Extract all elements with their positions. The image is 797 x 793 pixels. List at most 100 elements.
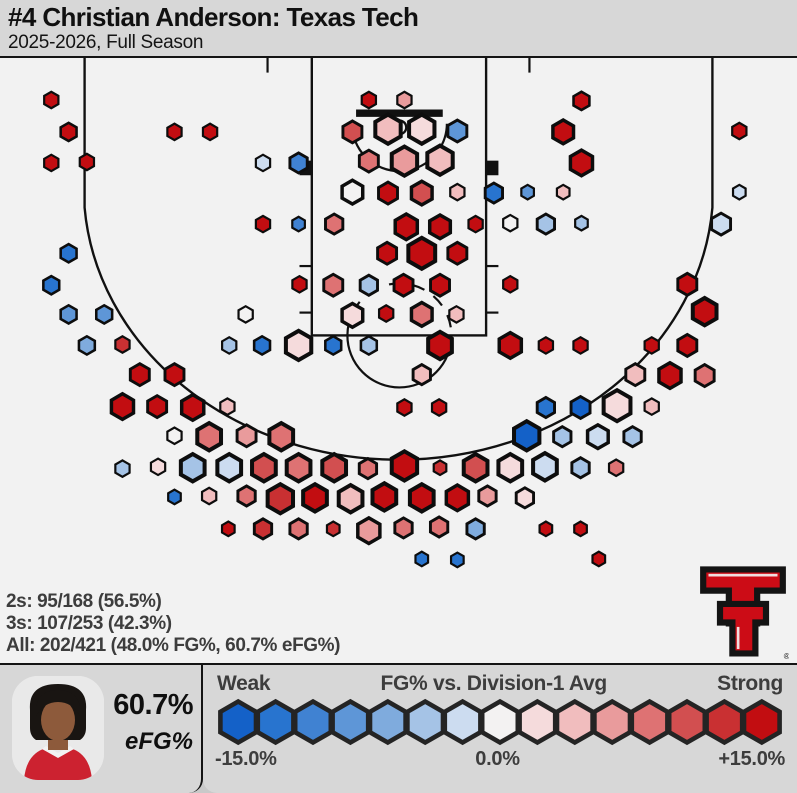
shot-hex bbox=[446, 118, 469, 144]
shot-hex bbox=[538, 520, 554, 538]
shot-hex bbox=[676, 332, 699, 359]
shot-hex bbox=[432, 459, 448, 477]
shot-hex bbox=[426, 329, 454, 362]
shot-hex bbox=[448, 304, 465, 324]
shot-hex bbox=[512, 418, 542, 453]
shot-hex bbox=[252, 334, 272, 357]
legend-hex bbox=[704, 698, 745, 746]
shot-hex bbox=[114, 335, 131, 355]
legend-hex bbox=[629, 698, 670, 746]
shot-hex bbox=[301, 481, 329, 514]
player-panel: 60.7% eFG% bbox=[0, 665, 203, 793]
shot-hex bbox=[149, 457, 167, 477]
shot-hex bbox=[591, 550, 607, 568]
legend-hex bbox=[442, 698, 483, 746]
legend-hex bbox=[517, 698, 558, 746]
shot-hex bbox=[535, 395, 557, 420]
summary-3pt: 3s: 107/253 (42.3%) bbox=[6, 613, 172, 634]
shot-hex bbox=[114, 459, 131, 479]
shot-hex bbox=[219, 397, 236, 417]
legend-hex bbox=[479, 698, 521, 746]
shot-hex bbox=[396, 398, 413, 417]
shot-hex bbox=[643, 335, 660, 355]
shot-hex bbox=[624, 362, 647, 388]
shot-hex bbox=[407, 112, 437, 147]
shot-hex bbox=[601, 387, 633, 424]
shot-hex bbox=[676, 271, 699, 297]
shot-hex bbox=[291, 215, 306, 233]
footer: 60.7% eFG% Weak FG% vs. Division-1 Avg S… bbox=[0, 665, 797, 793]
shot-hex bbox=[429, 272, 451, 298]
shot-hex bbox=[406, 235, 438, 272]
shot-hex bbox=[428, 515, 450, 539]
efg-value: 60.7% bbox=[113, 689, 193, 721]
shot-chart-area: 2s: 95/168 (56.5%) 3s: 107/253 (42.3%) A… bbox=[0, 58, 797, 665]
shot-hex bbox=[322, 272, 345, 298]
shot-hex bbox=[573, 520, 588, 538]
shot-hex bbox=[585, 422, 610, 451]
shot-hex bbox=[324, 212, 345, 236]
shot-hex bbox=[324, 334, 343, 357]
shot-hex bbox=[393, 212, 420, 242]
shot-hex bbox=[411, 362, 432, 387]
shot-hex bbox=[572, 90, 591, 112]
shot-hex bbox=[483, 181, 504, 205]
shot-hex bbox=[254, 214, 272, 234]
shot-hex bbox=[377, 304, 395, 323]
shot-hex bbox=[710, 211, 733, 237]
player-photo bbox=[12, 676, 104, 780]
shot-hex bbox=[425, 143, 455, 178]
shot-hex bbox=[200, 486, 218, 506]
legend-max-label: +15.0% bbox=[718, 748, 785, 770]
shot-hex bbox=[42, 274, 61, 296]
shot-hex bbox=[59, 242, 78, 264]
shot-hex bbox=[370, 480, 399, 513]
shot-hex bbox=[320, 451, 349, 484]
shot-hex bbox=[109, 391, 136, 422]
page-title: #4 Christian Anderson: Texas Tech bbox=[8, 2, 419, 32]
shot-hex bbox=[555, 183, 571, 201]
legend-hex bbox=[255, 698, 296, 746]
player-avatar-icon bbox=[12, 676, 104, 780]
shot-hex bbox=[288, 151, 309, 175]
shot-hex bbox=[407, 481, 436, 514]
efg-block: 60.7% eFG% bbox=[113, 689, 193, 756]
legend-hex bbox=[741, 698, 782, 746]
shot-hex bbox=[572, 335, 589, 355]
shot-hex bbox=[552, 424, 573, 449]
shot-hex bbox=[284, 451, 313, 484]
shot-hex bbox=[570, 455, 591, 480]
shot-hex bbox=[178, 451, 207, 484]
shot-hex bbox=[201, 122, 219, 142]
shot-hex bbox=[377, 180, 399, 206]
shot-hex bbox=[340, 178, 365, 207]
shot-hex bbox=[252, 517, 274, 541]
shot-hex bbox=[166, 426, 183, 446]
shot-hex bbox=[535, 212, 557, 236]
shot-hex bbox=[690, 295, 719, 328]
shot-hex bbox=[357, 456, 379, 481]
shot-hex bbox=[237, 304, 254, 324]
shot-hex bbox=[389, 144, 420, 179]
shot-hex bbox=[221, 335, 238, 355]
shot-hex bbox=[389, 448, 420, 483]
shot-hexbins bbox=[42, 90, 748, 569]
shot-hex bbox=[731, 121, 748, 141]
shot-hex bbox=[461, 451, 490, 484]
shot-hex bbox=[731, 183, 747, 201]
legend-color-scale bbox=[218, 698, 782, 746]
shot-hex bbox=[574, 214, 589, 232]
shot-hex bbox=[444, 483, 471, 513]
shot-hex bbox=[359, 334, 379, 357]
shot-hex bbox=[502, 213, 519, 233]
legend-hex bbox=[218, 698, 259, 746]
lane-block bbox=[485, 160, 499, 176]
shot-hex bbox=[340, 301, 365, 330]
shot-hex bbox=[449, 182, 466, 202]
shot-hex bbox=[250, 451, 278, 484]
shot-hex bbox=[607, 458, 625, 478]
shot-hex bbox=[569, 394, 592, 421]
legend-scale-labels: -15.0% 0.0% +15.0% bbox=[203, 748, 797, 771]
free-throw-circle-solid bbox=[346, 335, 453, 389]
shot-hex bbox=[146, 393, 169, 420]
